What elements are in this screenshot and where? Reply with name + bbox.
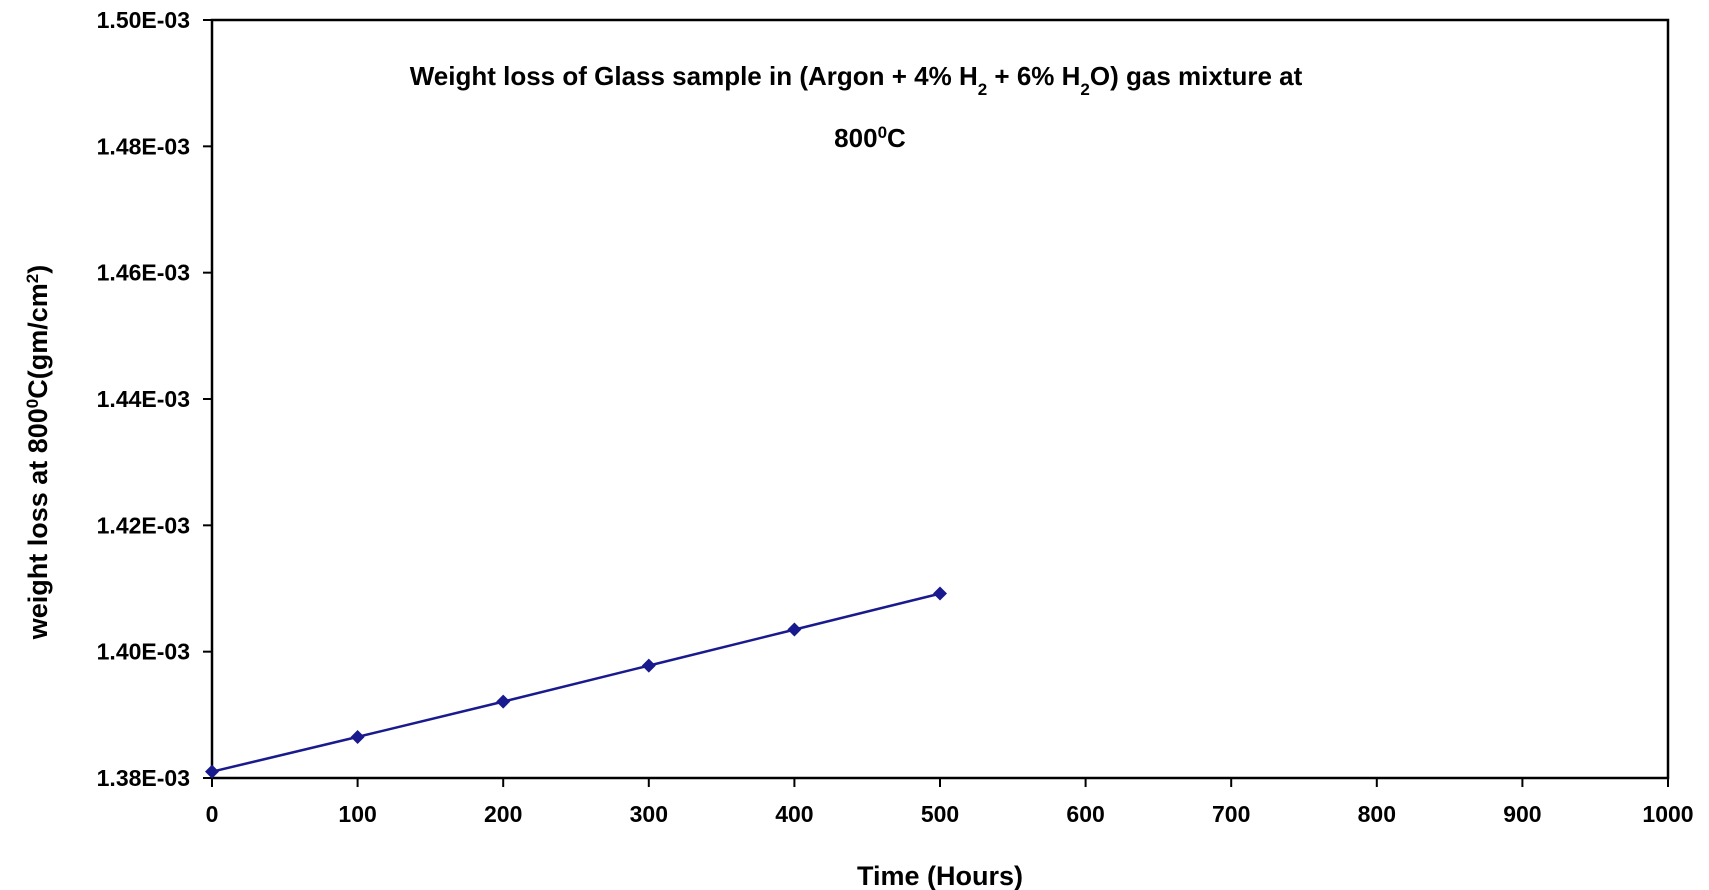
x-tick-label: 500	[921, 801, 959, 827]
y-tick-label: 1.40E-03	[97, 639, 190, 665]
data-point-marker	[496, 694, 511, 709]
data-point-marker	[205, 764, 219, 779]
chart-title-part-4: 800	[834, 123, 877, 153]
chart-title-subscript-2: 2	[1080, 80, 1089, 99]
x-tick-label: 0	[206, 801, 219, 827]
y-tick-label: 1.46E-03	[97, 260, 190, 286]
chart-title-part-1: Weight loss of Glass sample in (Argon + …	[410, 61, 978, 91]
y-axis-title-superscript-2: 2	[23, 274, 42, 283]
chart-title-part-3: O) gas mixture at	[1090, 61, 1303, 91]
x-tick-label: 800	[1358, 801, 1396, 827]
data-point-marker	[350, 729, 365, 744]
chart-title-part-5: C	[887, 123, 906, 153]
x-tick-label: 100	[338, 801, 376, 827]
chart-title-subscript-1: 2	[978, 80, 987, 99]
plot-area	[210, 18, 1670, 780]
data-point-marker	[787, 622, 802, 637]
y-axis-title-part-3: )	[23, 265, 53, 274]
y-tick-label: 1.44E-03	[97, 386, 190, 412]
x-axis: 0 100 200 300 400 500 600 700 800 900 1000	[206, 778, 1694, 827]
chart-title-line-1: Weight loss of Glass sample in (Argon + …	[410, 61, 1303, 99]
y-tick-label: 1.42E-03	[97, 512, 190, 538]
chart-title-line-2: 8000C	[834, 123, 906, 154]
x-tick-label: 400	[775, 801, 813, 827]
y-axis-title-part-2: C(gm/cm	[23, 283, 53, 399]
chart-title-part-2: + 6% H	[987, 61, 1080, 91]
y-tick-label: 1.50E-03	[97, 7, 190, 33]
x-tick-label: 300	[630, 801, 668, 827]
x-axis-title: Time (Hours)	[857, 861, 1023, 890]
y-axis-title-superscript-1: 0	[23, 399, 42, 408]
data-point-marker	[641, 658, 656, 673]
chart-title-superscript: 0	[878, 123, 887, 142]
y-axis: 1.38E-03 1.40E-03 1.42E-03 1.44E-03 1.46E-03…	[97, 7, 212, 791]
x-tick-label: 900	[1503, 801, 1541, 827]
x-tick-label: 200	[484, 801, 522, 827]
x-tick-label: 1000	[1642, 801, 1693, 827]
y-axis-title-part-1: weight loss at 800	[23, 408, 53, 640]
x-tick-label: 600	[1066, 801, 1104, 827]
y-tick-label: 1.48E-03	[97, 133, 190, 159]
data-point-marker	[933, 586, 947, 601]
x-tick-label: 700	[1212, 801, 1250, 827]
y-tick-label: 1.38E-03	[97, 765, 190, 791]
series-line	[211, 592, 941, 773]
y-axis-title: weight loss at 8000C(gm/cm2)	[23, 265, 54, 641]
series-layer	[205, 586, 947, 779]
